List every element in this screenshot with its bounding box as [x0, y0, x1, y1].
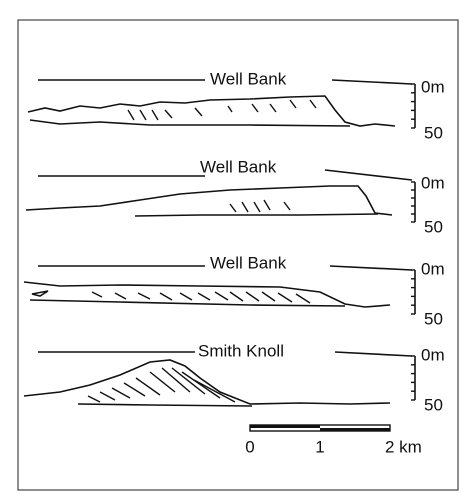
profile-label: Well Bank [210, 69, 287, 88]
sea-level [335, 352, 412, 356]
base [30, 300, 345, 306]
depth-bottom: 50 [424, 217, 443, 236]
scale-bar: 0 1 2 km [245, 425, 422, 456]
depth-bottom: 50 [424, 395, 443, 414]
depth-top: 0m [421, 173, 445, 192]
depth-bottom: 50 [424, 309, 443, 328]
profile-label: Smith Knoll [198, 341, 284, 360]
profile: Smith Knoll 0m 50 [24, 341, 445, 414]
scale-label: 2 km [385, 437, 422, 456]
profile-label: Well Bank [200, 157, 277, 176]
profile: Well Bank 0m 50 [28, 69, 445, 142]
hatching [88, 368, 235, 402]
profile: Well Bank 0m 50 [24, 253, 445, 328]
seabed [28, 96, 395, 126]
profile: Well Bank 0m 50 [26, 157, 445, 236]
base [78, 404, 252, 406]
profile-label: Well Bank [210, 253, 287, 272]
seabed [26, 186, 392, 215]
depth-top: 0m [421, 259, 445, 278]
sea-level [325, 170, 412, 180]
figure: Well Bank 0m 50 Well Bank 0m 50 Well Ban… [0, 0, 468, 497]
seabed [24, 360, 390, 404]
scale-label: 1 [315, 437, 324, 456]
depth-top: 0m [421, 345, 445, 364]
depth-bottom: 50 [424, 123, 443, 142]
base [30, 120, 350, 126]
depth-top: 0m [421, 77, 445, 96]
hatching [230, 200, 290, 212]
scale-fill [250, 425, 320, 428]
sea-level [332, 80, 412, 84]
lens [32, 291, 48, 296]
base [135, 214, 378, 216]
sea-level [330, 266, 412, 270]
scale-label: 0 [245, 437, 254, 456]
scale-fill [320, 428, 390, 431]
